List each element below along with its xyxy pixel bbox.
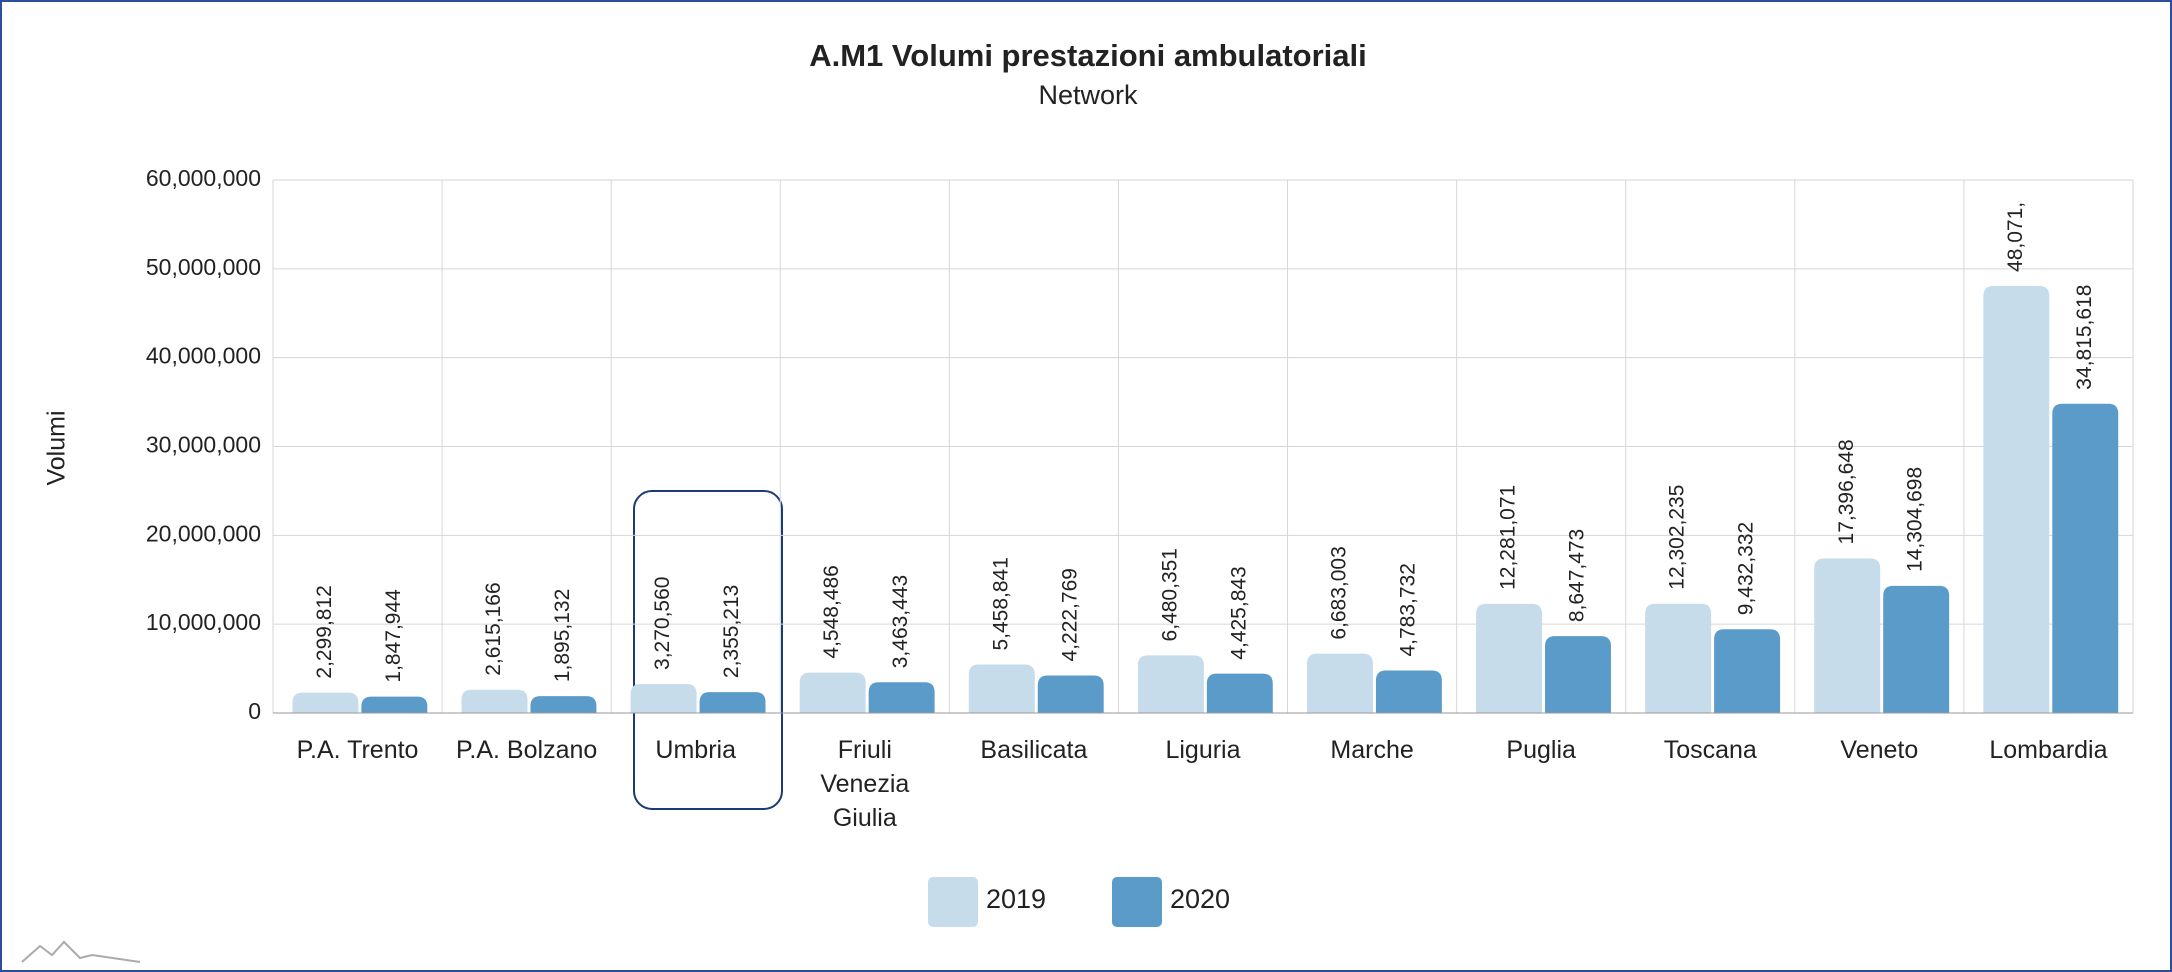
- value-label: 2,615,166: [482, 582, 505, 675]
- logo: [21, 940, 141, 963]
- value-label: 3,270,560: [651, 577, 674, 670]
- bar: [461, 689, 528, 713]
- legend-label: 2020: [1170, 884, 1230, 914]
- value-label: 48,071,: [2004, 202, 2027, 272]
- value-label: 6,480,351: [1158, 548, 1181, 641]
- value-label: 17,396,648: [1835, 439, 1858, 544]
- y-tick-label: 0: [248, 698, 261, 724]
- bar: [1476, 603, 1543, 713]
- x-tick-label: Umbria: [655, 736, 736, 764]
- bar: [1883, 585, 1950, 713]
- bar: [868, 682, 935, 713]
- value-label: 9,432,332: [1735, 522, 1758, 615]
- x-tick-label: P.A. Bolzano: [455, 736, 598, 764]
- bar: [1375, 670, 1442, 713]
- bar: [699, 692, 766, 713]
- value-label: 4,222,769: [1058, 568, 1081, 661]
- x-tick-label: Basilicata: [980, 736, 1088, 764]
- bar: [1645, 603, 1712, 713]
- bar: [1545, 636, 1611, 713]
- legend-label: 2019: [986, 884, 1046, 914]
- x-tick-label: Lombardia: [1989, 736, 2108, 764]
- y-tick-label: 50,000,000: [146, 254, 261, 280]
- bar: [530, 696, 597, 713]
- value-label: 12,281,071: [1497, 485, 1520, 590]
- bar: [2052, 403, 2119, 713]
- bar: [1306, 653, 1373, 713]
- value-label: 5,458,841: [989, 557, 1012, 650]
- y-axis-label: Volumi: [43, 410, 71, 485]
- value-label: 1,847,944: [382, 589, 405, 683]
- bar: [799, 672, 866, 713]
- value-label: 14,304,698: [1904, 467, 1927, 572]
- y-tick-label: 30,000,000: [146, 432, 261, 458]
- bar: [1206, 673, 1273, 713]
- bar: [1983, 285, 2050, 713]
- value-label: 12,302,235: [1666, 485, 1689, 590]
- value-label: 3,463,443: [889, 575, 912, 668]
- x-tick-label: Toscana: [1663, 736, 1757, 764]
- x-tick-label: Friuli Venezia Giulia: [820, 736, 910, 832]
- value-label: 2,355,213: [720, 585, 743, 678]
- bar: [1137, 655, 1204, 713]
- selection-box[interactable]: [633, 490, 783, 810]
- chart-title: A.M1 Volumi prestazioni ambulatoriali: [809, 38, 1367, 73]
- x-tick-label: Puglia: [1506, 736, 1576, 764]
- bar: [630, 683, 697, 713]
- legend-swatch: [928, 877, 978, 927]
- legend-swatch: [1112, 877, 1162, 927]
- value-label: 6,683,003: [1328, 546, 1351, 639]
- y-tick-label: 40,000,000: [146, 343, 261, 369]
- value-label: 4,783,732: [1396, 563, 1419, 656]
- y-tick-label: 20,000,000: [146, 520, 261, 546]
- value-label: 2,299,812: [313, 585, 336, 678]
- x-tick-label: Marche: [1330, 736, 1414, 764]
- y-tick-label: 10,000,000: [146, 609, 261, 635]
- value-label: 4,425,843: [1227, 566, 1250, 659]
- x-tick-label: Liguria: [1165, 736, 1241, 764]
- value-label: 34,815,618: [2073, 285, 2096, 390]
- value-label: 8,647,473: [1566, 529, 1589, 622]
- value-label: 1,895,132: [551, 589, 574, 682]
- value-label: 4,548,486: [820, 565, 843, 658]
- x-tick-label: P.A. Trento: [296, 736, 419, 764]
- bar: [361, 696, 428, 713]
- bar: [968, 664, 1035, 713]
- x-tick-label: Veneto: [1840, 736, 1919, 764]
- bar: [1814, 558, 1881, 713]
- chart-subtitle: Network: [1038, 80, 1138, 110]
- bar: [1037, 675, 1104, 713]
- bar: [1714, 629, 1781, 713]
- y-tick-label: 60,000,000: [146, 165, 261, 191]
- bar: [292, 692, 359, 713]
